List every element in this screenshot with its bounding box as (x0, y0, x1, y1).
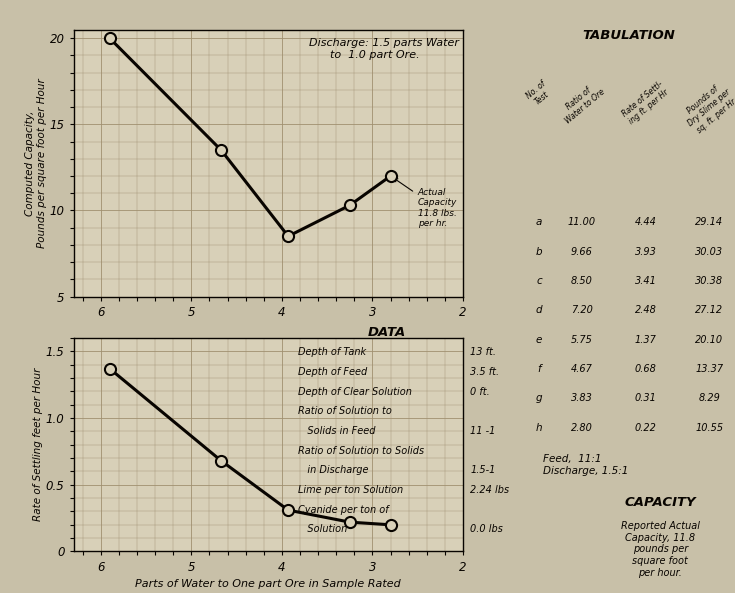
Text: 11.00: 11.00 (567, 218, 595, 228)
Text: h: h (536, 423, 542, 432)
Text: Depth of Feed: Depth of Feed (298, 367, 368, 377)
Text: Depth of Tank: Depth of Tank (298, 347, 367, 358)
Text: Reported Actual
Capacity, 11.8
pounds per
square foot
per hour.: Reported Actual Capacity, 11.8 pounds pe… (621, 521, 700, 578)
Text: Discharge: 1.5 parts Water
      to  1.0 part Ore.: Discharge: 1.5 parts Water to 1.0 part O… (309, 39, 459, 60)
Text: 2.24 lbs: 2.24 lbs (470, 485, 509, 495)
Y-axis label: Computed Capacity,
Pounds per square foot per Hour: Computed Capacity, Pounds per square foo… (25, 78, 47, 248)
Text: 9.66: 9.66 (570, 247, 592, 257)
Text: 8.50: 8.50 (570, 276, 592, 286)
Text: 3.83: 3.83 (570, 393, 592, 403)
Text: TABULATION: TABULATION (582, 28, 675, 42)
Text: f: f (537, 364, 541, 374)
Text: 0.0 lbs: 0.0 lbs (470, 524, 503, 534)
Text: b: b (536, 247, 542, 257)
Text: 7.20: 7.20 (570, 305, 592, 315)
Text: Ratio of Solution to: Ratio of Solution to (298, 406, 392, 416)
Text: 4.67: 4.67 (570, 364, 592, 374)
Text: 0.68: 0.68 (634, 364, 656, 374)
Text: 30.38: 30.38 (695, 276, 723, 286)
Text: 11 -1: 11 -1 (470, 426, 496, 436)
Text: Solution: Solution (298, 524, 348, 534)
Text: 5.75: 5.75 (570, 334, 592, 345)
Text: DATA: DATA (368, 326, 406, 339)
Y-axis label: Rate of Settling feet per Hour: Rate of Settling feet per Hour (33, 368, 43, 521)
Text: 2.80: 2.80 (570, 423, 592, 432)
Text: 13 ft.: 13 ft. (470, 347, 496, 358)
Text: 8.29: 8.29 (698, 393, 720, 403)
Text: 0.31: 0.31 (634, 393, 656, 403)
Text: Rate of Settl-
ing ft. per Hr: Rate of Settl- ing ft. per Hr (620, 79, 671, 126)
Text: CAPACITY: CAPACITY (625, 496, 696, 509)
Text: Feed,  11:1
Discharge, 1.5:1: Feed, 11:1 Discharge, 1.5:1 (543, 454, 628, 476)
Text: 1.5-1: 1.5-1 (470, 466, 496, 476)
Text: e: e (536, 334, 542, 345)
Text: 2.48: 2.48 (634, 305, 656, 315)
Text: 13.37: 13.37 (695, 364, 723, 374)
Text: 20.10: 20.10 (695, 334, 723, 345)
Text: 3.93: 3.93 (634, 247, 656, 257)
Text: 10.55: 10.55 (695, 423, 723, 432)
Text: d: d (536, 305, 542, 315)
X-axis label: Parts of Water to One part Ore in Sample Rated: Parts of Water to One part Ore in Sample… (135, 579, 401, 589)
Text: 29.14: 29.14 (695, 218, 723, 228)
Text: 0 ft.: 0 ft. (470, 387, 490, 397)
Text: Ratio of
Water to Ore: Ratio of Water to Ore (556, 79, 606, 126)
Text: Solids in Feed: Solids in Feed (298, 426, 376, 436)
Text: 3.41: 3.41 (634, 276, 656, 286)
Text: 30.03: 30.03 (695, 247, 723, 257)
Text: 0.22: 0.22 (634, 423, 656, 432)
Text: 4.44: 4.44 (634, 218, 656, 228)
Text: Actual
Capacity
11.8 lbs.
per hr.: Actual Capacity 11.8 lbs. per hr. (394, 178, 457, 228)
Text: Ratio of Solution to Solids: Ratio of Solution to Solids (298, 446, 425, 455)
Text: g: g (536, 393, 542, 403)
Text: Lime per ton Solution: Lime per ton Solution (298, 485, 404, 495)
Text: 27.12: 27.12 (695, 305, 723, 315)
Text: in Discharge: in Discharge (298, 466, 369, 476)
Text: a: a (536, 218, 542, 228)
Text: Pounds of
Dry Slime per
sq. ft. per Hr: Pounds of Dry Slime per sq. ft. per Hr (680, 79, 735, 136)
Text: 1.37: 1.37 (634, 334, 656, 345)
Text: Depth of Clear Solution: Depth of Clear Solution (298, 387, 412, 397)
Text: 3.5 ft.: 3.5 ft. (470, 367, 500, 377)
Text: No. of
Test: No. of Test (524, 79, 553, 109)
Text: Cyanide per ton of: Cyanide per ton of (298, 505, 389, 515)
Text: c: c (536, 276, 542, 286)
